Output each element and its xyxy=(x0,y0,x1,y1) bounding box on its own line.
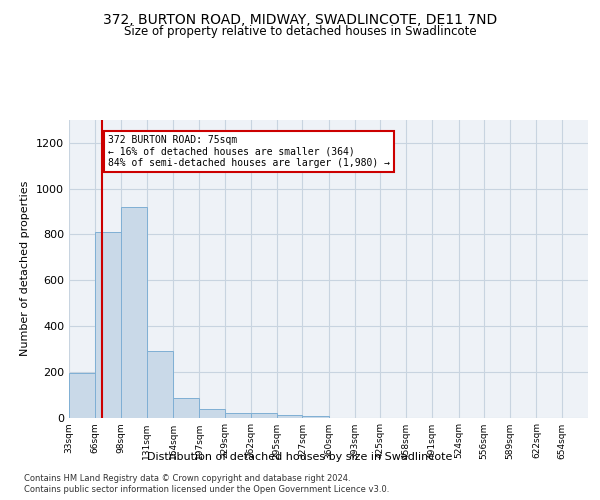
Bar xyxy=(251,414,277,418)
Bar xyxy=(199,410,224,418)
Text: 372 BURTON ROAD: 75sqm
← 16% of detached houses are smaller (364)
84% of semi-de: 372 BURTON ROAD: 75sqm ← 16% of detached… xyxy=(108,135,390,168)
Text: Contains HM Land Registry data © Crown copyright and database right 2024.: Contains HM Land Registry data © Crown c… xyxy=(24,474,350,483)
Bar xyxy=(95,232,121,418)
Text: 372, BURTON ROAD, MIDWAY, SWADLINCOTE, DE11 7ND: 372, BURTON ROAD, MIDWAY, SWADLINCOTE, D… xyxy=(103,12,497,26)
Text: Size of property relative to detached houses in Swadlincote: Size of property relative to detached ho… xyxy=(124,25,476,38)
Bar xyxy=(69,373,95,418)
Bar xyxy=(121,207,147,418)
Bar xyxy=(173,398,199,417)
Bar xyxy=(147,351,173,418)
Text: Contains public sector information licensed under the Open Government Licence v3: Contains public sector information licen… xyxy=(24,485,389,494)
Bar xyxy=(277,415,302,418)
Bar xyxy=(302,416,329,418)
Text: Distribution of detached houses by size in Swadlincote: Distribution of detached houses by size … xyxy=(148,452,452,462)
Y-axis label: Number of detached properties: Number of detached properties xyxy=(20,181,31,356)
Bar xyxy=(224,413,251,418)
